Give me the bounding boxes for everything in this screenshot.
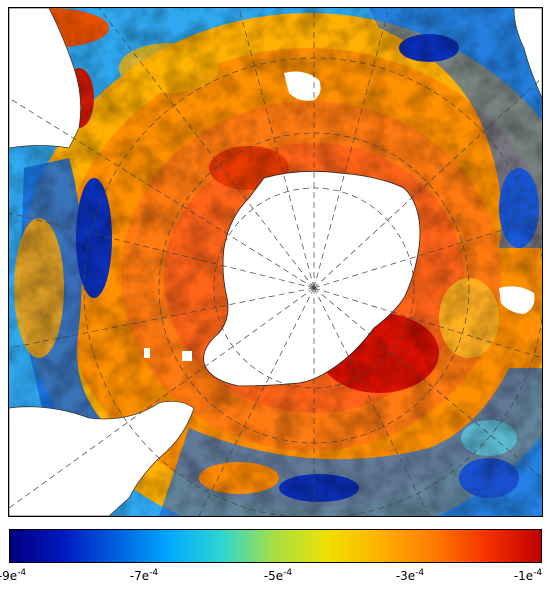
colorbar-tick-label: -7e-4 <box>129 568 159 583</box>
map-panel <box>8 7 543 517</box>
landmass-africa <box>9 401 195 516</box>
landmass-south-america <box>9 8 81 149</box>
ice-patches <box>144 71 535 361</box>
colorbar <box>9 529 542 563</box>
colorbar-tick-label: -5e-4 <box>263 568 293 583</box>
polar-field-map <box>9 8 542 516</box>
landmass-australia <box>513 8 542 99</box>
colorbar-tick-label: -9e-4 <box>0 568 27 583</box>
graticule <box>9 8 542 516</box>
antarctica <box>203 170 421 387</box>
colorbar-tick-label: -3e-4 <box>395 568 425 583</box>
colorbar-tick-label: -1e-4 <box>513 568 543 583</box>
